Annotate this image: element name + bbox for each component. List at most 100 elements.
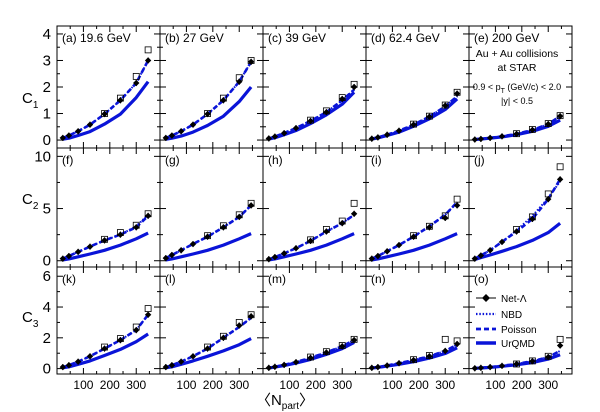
y-tick-label: 0 (43, 253, 51, 270)
data-point (292, 358, 300, 366)
axis-ticks (366, 267, 469, 374)
panel-label: (a) 19.6 GeV (62, 31, 131, 45)
panel-b: (b) 27 GeV (159, 25, 264, 149)
x-tick-label: 300 (435, 378, 455, 392)
panel-a: (a) 19.6 GeV (56, 25, 161, 149)
data-point (271, 363, 279, 370)
legend-entry-net-lambda: Net-Λ (476, 294, 527, 305)
panel-d: (d) 62.4 GeV (365, 25, 470, 149)
y-tick-label: 4 (43, 299, 51, 316)
data-point (177, 247, 185, 254)
x-tick-label: 200 (100, 378, 120, 392)
y-tick-label: 2 (43, 330, 51, 347)
data-point (162, 254, 170, 262)
data-point (486, 134, 494, 142)
y-tick-label: 5 (43, 201, 51, 218)
data-point (101, 345, 108, 352)
data-point (453, 202, 461, 209)
panel-h: (h) (262, 147, 367, 268)
urqmd-curve (474, 221, 562, 262)
x-tick-label: 300 (229, 378, 249, 392)
systematic-box (441, 335, 449, 343)
x-tick-label: 300 (538, 378, 558, 392)
data-point (133, 326, 140, 334)
data-point (204, 110, 211, 118)
data-point (177, 128, 185, 135)
x-tick-label: 300 (332, 378, 352, 392)
data-point (556, 112, 564, 120)
data-point (453, 90, 461, 97)
panel-label: (c) 39 GeV (268, 31, 326, 45)
systematic-box (453, 195, 461, 203)
data-point (498, 238, 506, 246)
y-tick-label: 10 (34, 148, 51, 165)
panel-label: (n) (371, 272, 386, 286)
data-point (247, 58, 255, 66)
axis-ticks (57, 148, 160, 267)
data-point (59, 255, 67, 262)
panel-label: (k) (62, 272, 76, 286)
data-point (477, 135, 485, 143)
data-point (453, 340, 461, 348)
info-line-pt-range: 0.9 < pT (GeV/c) < 2.0 (473, 82, 561, 95)
info-text: Au + Au collisions at STAR 0.9 < pT (GeV… (473, 48, 561, 106)
data-point (292, 245, 300, 252)
axis-ticks (160, 26, 263, 148)
data-point (323, 228, 330, 235)
data-point (383, 131, 391, 138)
axis-ticks (57, 267, 160, 374)
data-point (220, 334, 227, 342)
data-point (556, 176, 564, 183)
data-point (350, 83, 358, 91)
legend-label: Poisson (501, 325, 537, 336)
data-point (74, 358, 82, 365)
data-point (65, 252, 73, 260)
systematic-box (144, 46, 152, 54)
data-point (426, 113, 433, 120)
data-point (410, 233, 417, 240)
data-point (189, 353, 197, 360)
data-point (74, 128, 82, 135)
y-tick-label: 2 (43, 79, 51, 96)
x-tick-label: 200 (409, 378, 429, 392)
data-point (280, 129, 288, 137)
data-point (513, 130, 520, 138)
data-point (162, 134, 170, 142)
nbd-curve (165, 61, 252, 139)
panel-m: (m) (262, 266, 367, 375)
row-label-c2: C2 (22, 191, 39, 212)
x-tick-label: 200 (203, 378, 223, 392)
x-tick-label: 100 (485, 378, 505, 392)
data-point (368, 135, 376, 142)
data-point (395, 360, 403, 367)
data-point (477, 252, 485, 259)
data-point (498, 133, 506, 140)
systematic-box (556, 163, 564, 171)
urqmd-curve (165, 85, 253, 141)
data-point (486, 363, 494, 371)
x-axis-title: 〈Npart〉 (256, 392, 314, 412)
data-point (220, 97, 227, 104)
panel-frame (468, 266, 573, 375)
panel-g: (g) (159, 147, 264, 268)
poisson-curve (371, 95, 458, 140)
data-point (486, 247, 494, 254)
data-point (247, 202, 255, 209)
data-point (350, 336, 358, 344)
systematic-box (556, 335, 564, 343)
x-tick-label: 300 (126, 378, 146, 392)
data-point (395, 241, 403, 249)
data-point (556, 342, 564, 349)
data-point (545, 353, 552, 361)
data-point (74, 248, 82, 256)
data-point (86, 353, 94, 360)
data-point (307, 117, 314, 125)
data-point (162, 363, 170, 371)
data-point (350, 210, 358, 217)
data-point (368, 364, 376, 372)
data-point (339, 343, 346, 350)
nbd-curve (371, 343, 458, 369)
data-point (247, 313, 255, 320)
data-point (471, 255, 479, 262)
panel-label: (f) (62, 153, 73, 167)
